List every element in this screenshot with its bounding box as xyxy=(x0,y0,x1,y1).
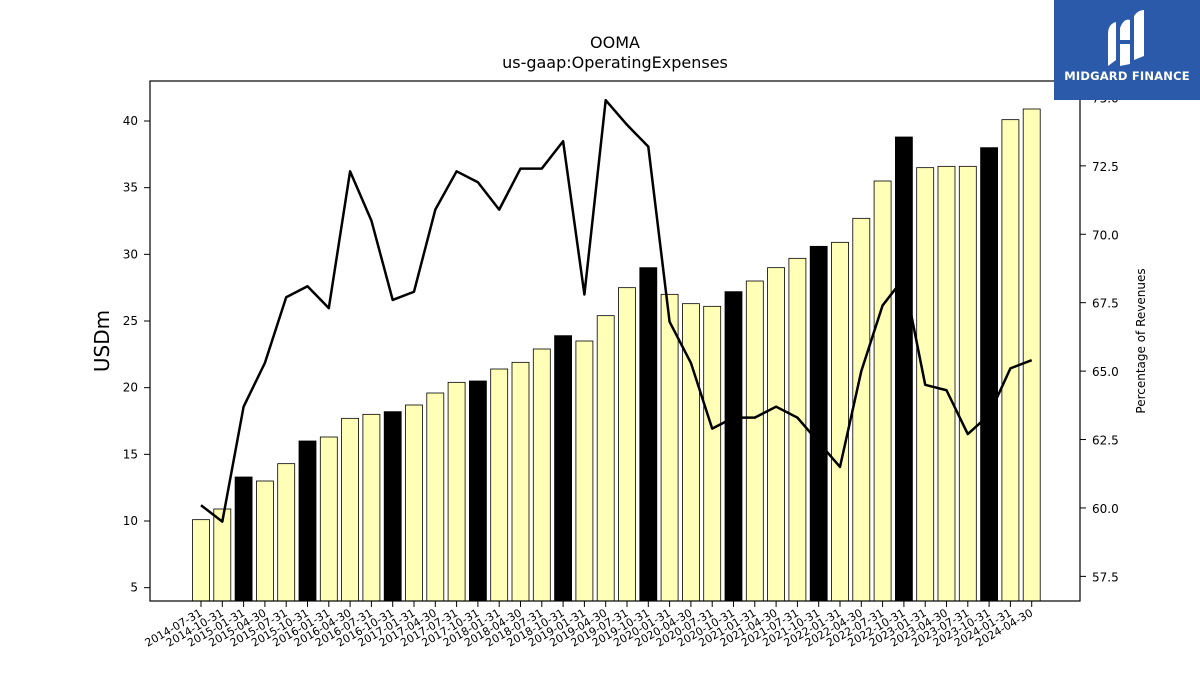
bar-2020-07-31 xyxy=(703,305,722,602)
bar-2015-01-31 xyxy=(234,476,253,602)
bar-2021-04-30 xyxy=(767,267,785,602)
bar-2024-04-30 xyxy=(1022,108,1041,602)
y-tick-label: 25 xyxy=(123,314,138,328)
bar-2020-04-30 xyxy=(682,303,700,602)
y-tick-label: 15 xyxy=(123,447,138,461)
bar-2016-10-31 xyxy=(383,411,402,602)
bar-2022-04-30 xyxy=(852,217,871,602)
y2-tick-label: 65.0 xyxy=(1092,365,1119,379)
logo-text: MIDGARD FINANCE xyxy=(1064,69,1190,83)
y-tick-label: 40 xyxy=(123,114,138,128)
plot-frame xyxy=(149,80,1081,602)
bar-2019-04-30 xyxy=(596,315,615,602)
bar-2017-01-31 xyxy=(405,404,423,602)
bar-2021-07-31 xyxy=(788,257,807,602)
y-axis-label: USDm xyxy=(90,310,114,372)
x-axis: 2014-07-312014-10-312015-01-312015-04-30… xyxy=(143,601,1035,650)
y-tick-label: 30 xyxy=(123,247,138,261)
bar-2015-04-30 xyxy=(255,480,274,602)
bar-2023-07-31 xyxy=(958,165,977,602)
line-group xyxy=(200,98,1033,523)
bar-2023-10-31 xyxy=(980,147,998,602)
y-axis-right: 57.560.062.565.067.570.072.575.0 xyxy=(1080,91,1119,584)
y2-axis-label: Percentage of Revenues xyxy=(1134,268,1148,413)
y2-tick-label: 57.5 xyxy=(1092,570,1119,584)
bar-group xyxy=(192,108,1041,602)
bar-2018-10-31 xyxy=(554,335,572,602)
bar-2016-01-31 xyxy=(319,436,338,602)
bar-2021-01-31 xyxy=(745,280,764,602)
bar-2021-10-31 xyxy=(809,245,828,602)
y2-tick-label: 62.5 xyxy=(1092,434,1119,448)
y2-tick-label: 67.5 xyxy=(1092,297,1119,311)
bar-2019-10-31 xyxy=(639,267,658,602)
y2-tick-label: 70.0 xyxy=(1092,228,1119,242)
percentage-line xyxy=(200,98,1033,523)
y2-tick-label: 72.5 xyxy=(1092,160,1119,174)
bar-2015-07-31 xyxy=(277,463,296,602)
bar-2020-01-31 xyxy=(660,293,679,602)
chart-subtitle: us-gaap:OperatingExpenses xyxy=(502,53,728,72)
bar-2018-07-31 xyxy=(532,348,551,602)
y-axis-left: 5 10 15 20 25 30 35 40 xyxy=(123,114,150,595)
bar-2017-10-31 xyxy=(468,380,487,602)
bar-2016-04-30 xyxy=(341,417,360,602)
bar-2019-01-31 xyxy=(575,340,594,602)
y-tick-label: 35 xyxy=(123,181,138,195)
bar-2019-07-31 xyxy=(618,287,636,602)
bar-2018-01-31 xyxy=(490,368,509,602)
bar-2024-01-31 xyxy=(1001,119,1020,602)
bar-2018-04-30 xyxy=(511,361,530,602)
chart-title: OOMA xyxy=(590,33,640,52)
midgard-finance-logo: MIDGARD FINANCE xyxy=(1054,0,1200,100)
bar-2015-10-31 xyxy=(298,440,317,602)
bar-2022-10-31 xyxy=(895,136,913,602)
bar-2022-07-31 xyxy=(873,180,892,602)
y-tick-label: 10 xyxy=(123,514,138,528)
bar-2014-07-31 xyxy=(192,519,210,602)
y-tick-label: 20 xyxy=(123,381,138,395)
bar-2023-04-30 xyxy=(937,165,956,602)
bar-2017-04-30 xyxy=(426,392,445,602)
y-tick-label: 5 xyxy=(130,581,138,595)
bar-2020-10-31 xyxy=(724,291,743,602)
y2-tick-label: 60.0 xyxy=(1092,502,1119,516)
bar-2017-07-31 xyxy=(447,381,466,602)
bar-2016-07-31 xyxy=(362,413,381,602)
bar-2022-01-31 xyxy=(831,241,849,602)
midgard-logo-mark-icon xyxy=(1108,10,1144,66)
